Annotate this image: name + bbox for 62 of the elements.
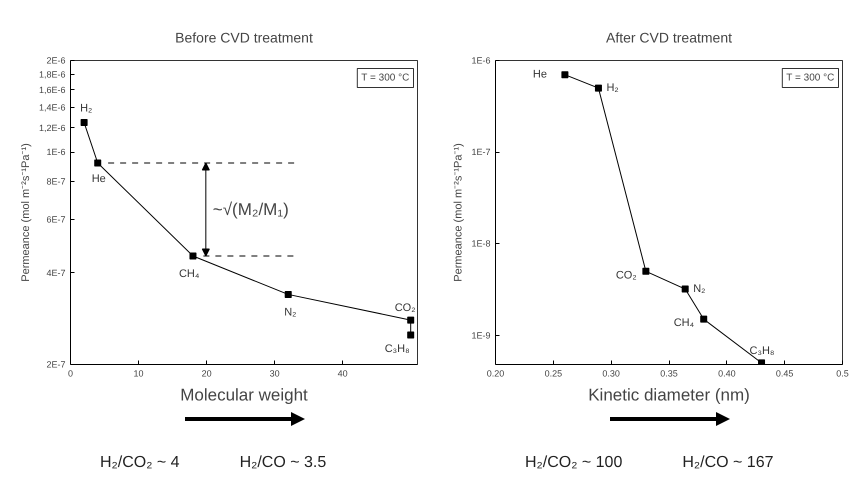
x-tick-label: 30 — [270, 368, 280, 378]
annotation: N₂ — [284, 306, 296, 318]
ref-line-label: ~√(M₂/M₁) — [212, 200, 289, 219]
annotation: CO₂ — [394, 302, 416, 314]
x-tick-label: 0 — [68, 368, 74, 378]
text: H₂/CO₂ ~ 4 — [100, 453, 180, 473]
y-tick-label: 1,8E-6 — [38, 69, 66, 80]
annotation: T = 300 °C — [786, 72, 834, 84]
annotation: N₂ — [693, 283, 706, 296]
x-tick-label: 10 — [134, 368, 144, 378]
annotation: He — [92, 173, 106, 186]
y-tick-label: 1E-6 — [471, 56, 491, 66]
x-tick-label: 0.40 — [718, 368, 736, 378]
y-tick-label: 4E-7 — [46, 268, 66, 278]
x-tick-label: 0.45 — [776, 368, 794, 378]
annotation: He — [532, 68, 547, 81]
point — [189, 252, 196, 260]
annotation: T = 300 °C — [361, 72, 410, 84]
annotation: H₂ — [606, 82, 619, 94]
text: H₂/CO ~ 167 — [682, 453, 774, 473]
y-tick-label: 1E-9 — [471, 330, 491, 340]
y-tick-label: 1E-7 — [471, 147, 491, 158]
x-tick-label: 0.5 — [836, 368, 849, 378]
annotation: CO₂ — [616, 269, 637, 282]
x-tick-label: 40 — [338, 368, 348, 378]
point — [284, 290, 292, 298]
point — [682, 286, 689, 293]
point — [594, 84, 602, 92]
point — [80, 119, 88, 126]
y-tick-label: 2E-6 — [46, 56, 66, 66]
y-axis-title: Permeance (mol m⁻²s⁻¹Pa⁻¹) — [20, 143, 32, 282]
y-tick-label: 1,4E-6 — [38, 102, 66, 113]
annotation: C₃H₈ — [750, 344, 774, 357]
y-tick-label: 1,6E-6 — [38, 84, 66, 95]
x-axis-title: Kinetic diameter (nm) — [588, 386, 750, 404]
point — [407, 332, 414, 339]
x-axis-title: Molecular weight — [180, 386, 308, 404]
point — [407, 316, 414, 324]
point — [94, 160, 102, 167]
y-axis-title: Permeance (mol m⁻²s⁻¹Pa⁻¹) — [452, 143, 464, 282]
annotation: CH₄ — [178, 268, 200, 280]
text: H₂/CO₂ ~ 100 — [525, 453, 622, 473]
annotation: C₃H₈ — [384, 343, 410, 356]
y-tick-label: 1E-8 — [471, 238, 491, 249]
y-tick-label: 1,2E-6 — [38, 122, 66, 133]
text: H₂/CO ~ 3.5 — [240, 453, 326, 473]
y-tick-label: 8E-7 — [46, 176, 66, 186]
chart-title: After CVD treatment — [606, 30, 732, 46]
y-tick-label: 6E-7 — [46, 214, 66, 224]
point — [642, 268, 650, 275]
point — [700, 316, 708, 323]
y-tick-label: 2E-7 — [46, 360, 66, 370]
y-tick-label: 1E-6 — [46, 147, 66, 158]
annotation: H₂ — [80, 102, 92, 115]
x-tick-label: 20 — [202, 368, 212, 378]
chart-title: Before CVD treatment — [175, 30, 313, 46]
x-tick-label: 0.35 — [660, 368, 678, 378]
x-tick-label: 0.25 — [544, 368, 562, 378]
x-tick-label: 0.20 — [486, 368, 504, 378]
point — [561, 71, 568, 78]
annotation: CH₄ — [674, 317, 695, 330]
x-tick-label: 0.30 — [602, 368, 620, 378]
